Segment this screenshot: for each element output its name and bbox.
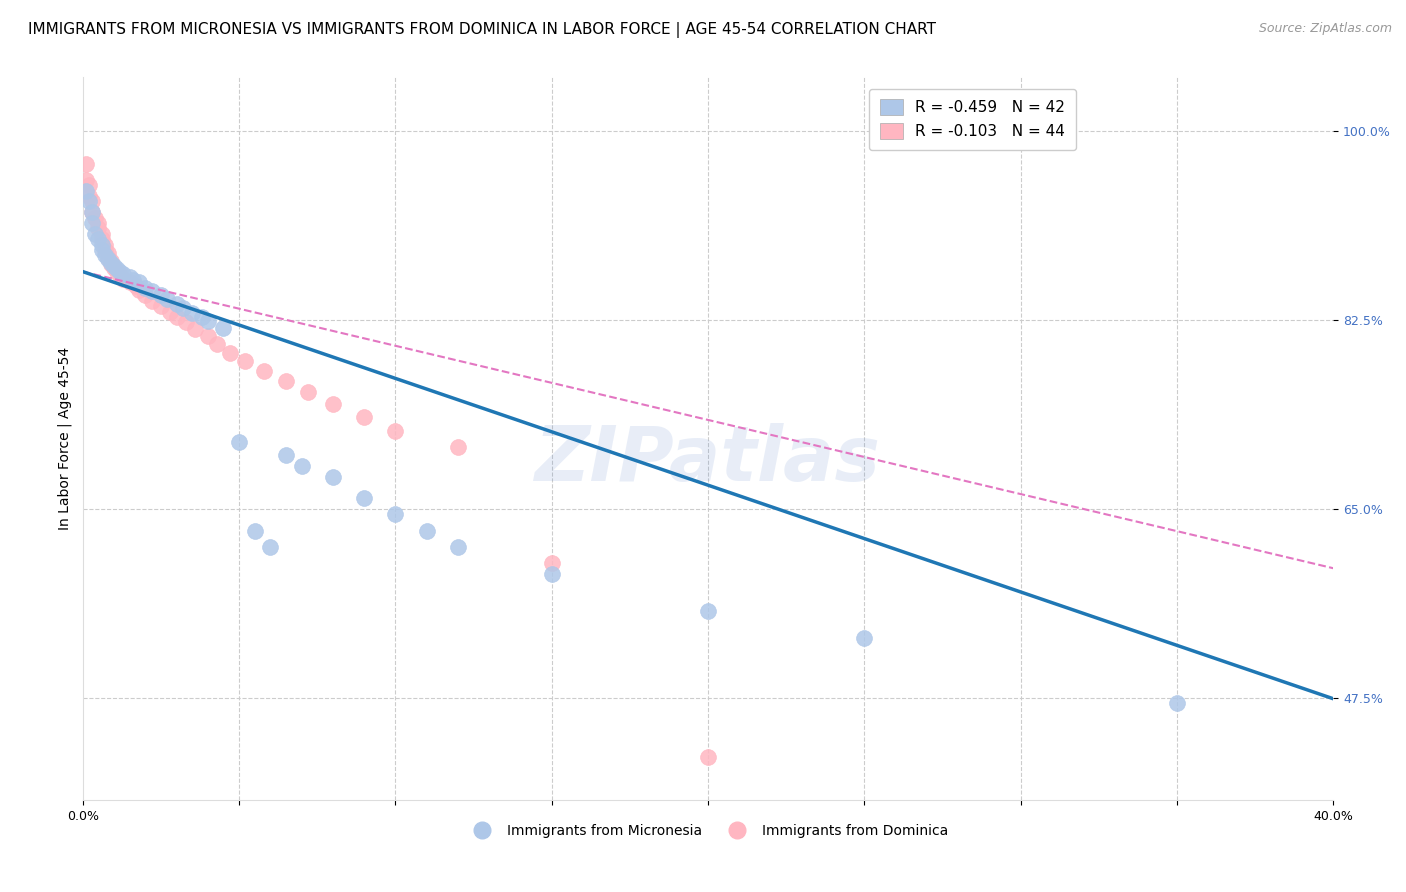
Point — [75, 157, 97, 171]
Point — [75, 184, 97, 198]
Point — [90, 232, 112, 246]
Point — [353, 491, 375, 505]
Point — [103, 259, 125, 273]
Y-axis label: In Labor Force | Age 45-54: In Labor Force | Age 45-54 — [58, 347, 72, 531]
Point — [156, 292, 179, 306]
Point — [118, 270, 141, 285]
Point — [384, 508, 406, 522]
Point — [82, 205, 104, 219]
Point — [297, 385, 319, 400]
Point — [84, 227, 107, 241]
Text: IMMIGRANTS FROM MICRONESIA VS IMMIGRANTS FROM DOMINICA IN LABOR FORCE | AGE 45-5: IMMIGRANTS FROM MICRONESIA VS IMMIGRANTS… — [28, 22, 936, 38]
Point — [100, 257, 122, 271]
Point — [149, 288, 172, 302]
Point — [197, 329, 219, 343]
Point — [259, 540, 281, 554]
Point — [447, 441, 470, 455]
Point — [207, 337, 229, 351]
Text: Source: ZipAtlas.com: Source: ZipAtlas.com — [1258, 22, 1392, 36]
Point — [110, 264, 132, 278]
Point — [141, 284, 163, 298]
Point — [291, 458, 314, 473]
Point — [190, 310, 212, 324]
Point — [134, 281, 156, 295]
Point — [166, 310, 188, 324]
Point — [540, 556, 562, 570]
Point — [90, 243, 112, 257]
Point — [112, 272, 135, 286]
Point — [125, 278, 148, 293]
Point — [77, 178, 100, 193]
Point — [141, 293, 163, 308]
Point — [87, 221, 110, 235]
Point — [75, 173, 97, 187]
Point — [1166, 696, 1188, 710]
Point — [110, 268, 132, 282]
Point — [197, 314, 219, 328]
Point — [853, 632, 876, 646]
Point — [93, 248, 115, 262]
Point — [105, 264, 128, 278]
Point — [218, 345, 240, 359]
Point — [253, 364, 276, 378]
Point — [105, 262, 128, 277]
Point — [100, 253, 122, 268]
Point — [159, 304, 181, 318]
Point — [181, 305, 204, 319]
Point — [172, 301, 194, 316]
Point — [97, 251, 120, 265]
Point — [87, 232, 110, 246]
Point — [112, 267, 135, 281]
Point — [166, 297, 188, 311]
Point — [415, 524, 437, 538]
Point — [118, 276, 141, 290]
Point — [93, 237, 115, 252]
Point — [697, 750, 720, 764]
Legend: Immigrants from Micronesia, Immigrants from Dominica: Immigrants from Micronesia, Immigrants f… — [463, 819, 953, 844]
Point — [212, 320, 235, 334]
Text: ZIPatlas: ZIPatlas — [536, 424, 882, 498]
Point — [97, 252, 120, 266]
Point — [82, 216, 104, 230]
Point — [540, 566, 562, 581]
Point — [82, 194, 104, 209]
Point — [103, 261, 125, 276]
Point — [697, 604, 720, 618]
Point — [90, 227, 112, 241]
Point — [77, 194, 100, 209]
Point — [353, 410, 375, 425]
Point — [121, 273, 143, 287]
Point — [82, 205, 104, 219]
Point — [235, 354, 257, 368]
Point — [87, 216, 110, 230]
Point — [149, 299, 172, 313]
Point — [384, 424, 406, 438]
Point — [274, 448, 297, 462]
Point — [100, 256, 122, 270]
Point — [90, 237, 112, 252]
Point — [447, 540, 470, 554]
Point — [274, 374, 297, 388]
Point — [93, 243, 115, 257]
Point — [243, 524, 266, 538]
Point — [174, 315, 197, 329]
Point — [134, 288, 156, 302]
Point — [77, 189, 100, 203]
Point — [228, 435, 250, 450]
Point — [322, 469, 344, 483]
Point — [128, 283, 150, 297]
Point — [322, 397, 344, 411]
Point — [128, 276, 150, 290]
Point — [184, 322, 207, 336]
Point — [84, 211, 107, 225]
Point — [97, 246, 120, 260]
